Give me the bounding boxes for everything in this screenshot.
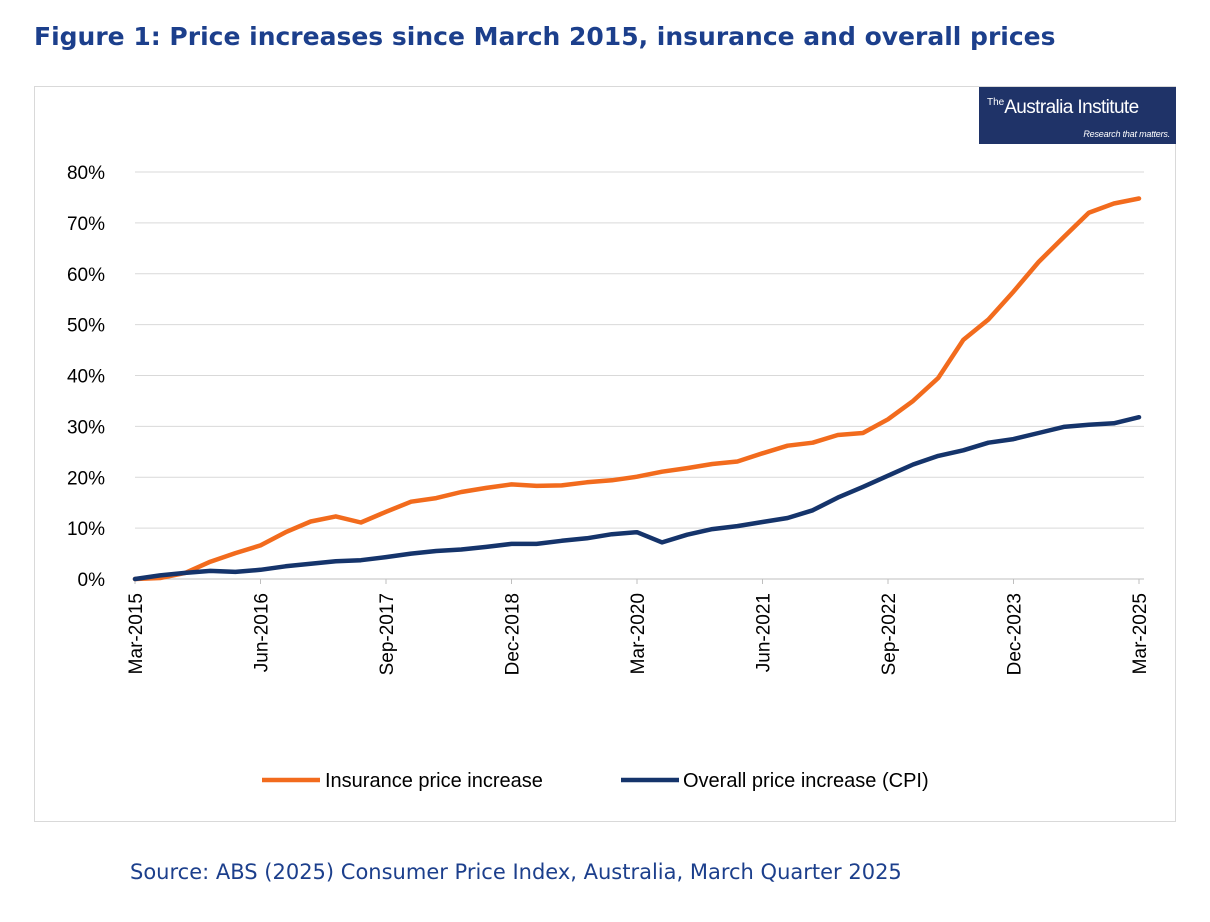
series-line (132, 196, 1142, 582)
y-tick-label: 30% (67, 417, 105, 438)
legend-label: Insurance price increase (325, 770, 543, 792)
y-tick-label: 50% (67, 316, 105, 337)
chart-frame (34, 86, 1176, 822)
x-tick-label: Mar-2015 (126, 593, 147, 674)
figure-title: Figure 1: Price increases since March 20… (34, 22, 1056, 51)
x-tick-label: Sep-2022 (879, 593, 900, 675)
series-line (132, 414, 1142, 582)
x-tick-label: Mar-2025 (1130, 593, 1151, 674)
x-tick-label: Sep-2017 (377, 593, 398, 675)
x-tick-label: Dec-2018 (503, 593, 524, 675)
australia-institute-logo: TheAustralia Institute Research that mat… (979, 87, 1176, 144)
x-tick-label: Dec-2023 (1005, 593, 1026, 675)
y-tick-label: 80% (67, 163, 105, 184)
y-tick-label: 0% (78, 570, 106, 591)
legend: Insurance price increase Overall price in… (262, 770, 929, 792)
y-tick-label: 70% (67, 214, 105, 235)
y-tick-label: 60% (67, 265, 105, 286)
gridlines (135, 171, 1144, 580)
x-tick-label: Jun-2016 (252, 593, 273, 672)
series-lines (132, 196, 1142, 582)
source-note: Source: ABS (2025) Consumer Price Index,… (130, 860, 902, 884)
y-tick-label: 10% (67, 519, 105, 540)
legend-label: Overall price increase (CPI) (683, 770, 929, 792)
axes: 0% 10% 20% 30% 40% 50% 60% 70% 80% Mar-2015 Jun-20… (67, 163, 1151, 675)
x-tick-label: Mar-2020 (628, 593, 649, 674)
x-tick-label: Jun-2021 (754, 593, 775, 672)
y-tick-label: 20% (67, 468, 105, 489)
y-tick-label: 40% (67, 367, 105, 388)
